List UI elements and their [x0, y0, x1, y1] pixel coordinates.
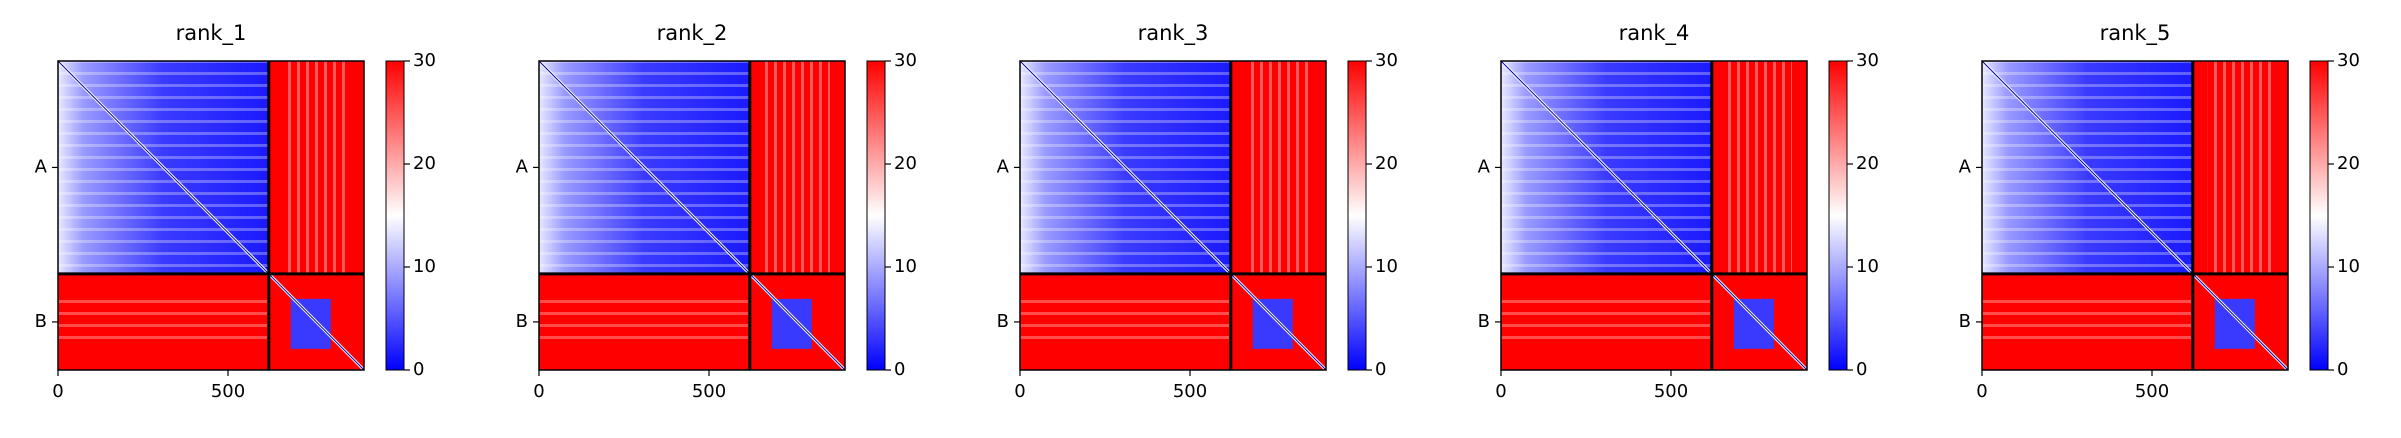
colorbar — [1347, 60, 1367, 371]
frame — [57, 60, 365, 371]
colorbar-tick-label: 20 — [1856, 153, 1879, 174]
y-tick-label: B — [516, 311, 528, 332]
y-tick-label: A — [997, 156, 1010, 177]
colorbar-tick-label: 10 — [1856, 256, 1879, 277]
heatmap-diagonal — [1019, 60, 1327, 371]
frame — [538, 60, 846, 371]
colorbar-tick-label: 20 — [1375, 153, 1398, 174]
y-tick-label: B — [997, 311, 1009, 332]
y-tick-label: A — [516, 156, 529, 177]
colorbar-tick-label: 30 — [1375, 50, 1398, 71]
colorbar-tick-label: 30 — [2337, 50, 2360, 71]
heatmap-diagonal — [1981, 60, 2289, 371]
heatmap-region — [283, 61, 349, 274]
y-tick-label: B — [35, 311, 47, 332]
y-tick-label: B — [1959, 311, 1971, 332]
panel-title: rank_4 — [1619, 21, 1690, 46]
colorbar-tick-label: 10 — [894, 256, 917, 277]
panel: rank_2 0 500 A B 0 10 20 30 — [516, 21, 917, 402]
heatmap-region — [290, 298, 331, 349]
colorbar — [385, 60, 405, 371]
heatmap-region — [1733, 298, 1774, 349]
x-tick-label: 0 — [1495, 381, 1506, 402]
colorbar-tick-label: 0 — [413, 359, 424, 380]
colorbar-tick-label: 10 — [2337, 256, 2360, 277]
heatmap-region — [2207, 61, 2273, 274]
x-tick-label: 500 — [2135, 381, 2169, 402]
heatmap-region — [1245, 61, 1311, 274]
x-tick-label: 500 — [211, 381, 245, 402]
colorbar-tick-label: 0 — [1856, 359, 1867, 380]
colorbar-tick-label: 10 — [1375, 256, 1398, 277]
colorbar — [2309, 60, 2329, 371]
heatmap-region — [771, 298, 812, 349]
panel-title: rank_2 — [657, 21, 728, 46]
x-tick-label: 500 — [1654, 381, 1688, 402]
y-tick-label: A — [35, 156, 48, 177]
colorbar-tick-label: 20 — [413, 153, 436, 174]
heatmap-region — [1982, 298, 2193, 344]
frame — [1981, 60, 2289, 371]
colorbar — [1828, 60, 1848, 371]
heatmap-diagonal — [57, 60, 365, 371]
panel: rank_5 0 500 A B 0 10 20 30 — [1959, 21, 2360, 402]
heatmap-region — [1501, 298, 1712, 344]
colorbar-tick-label: 30 — [413, 50, 436, 71]
heatmap-region — [58, 298, 269, 344]
panel-title: rank_5 — [2100, 21, 2171, 46]
x-tick-label: 0 — [52, 381, 63, 402]
heatmap-diagonal — [1500, 60, 1808, 371]
panel-title: rank_3 — [1138, 21, 1209, 46]
colorbar-tick-label: 20 — [894, 153, 917, 174]
x-tick-label: 0 — [533, 381, 544, 402]
x-tick-label: 500 — [1173, 381, 1207, 402]
heatmap-region — [2214, 298, 2255, 349]
heatmap-region — [1252, 298, 1293, 349]
colorbar — [866, 60, 886, 371]
heatmap-region — [764, 61, 830, 274]
panel-title: rank_1 — [176, 21, 247, 46]
colorbar-tick-label: 20 — [2337, 153, 2360, 174]
y-tick-label: B — [1478, 311, 1490, 332]
heatmap-region — [1020, 298, 1231, 344]
colorbar-tick-label: 0 — [2337, 359, 2348, 380]
panel: rank_3 0 500 A B 0 10 20 30 — [997, 21, 1398, 402]
colorbar-tick-label: 0 — [1375, 359, 1386, 380]
heatmap-diagonal — [538, 60, 846, 371]
y-tick-label: A — [1959, 156, 1972, 177]
x-tick-label: 500 — [692, 381, 726, 402]
y-tick-label: A — [1478, 156, 1491, 177]
x-tick-label: 0 — [1014, 381, 1025, 402]
x-tick-label: 0 — [1976, 381, 1987, 402]
heatmap-region — [539, 298, 750, 344]
colorbar-tick-label: 0 — [894, 359, 905, 380]
panel: rank_4 0 500 A B 0 10 20 30 — [1478, 21, 1879, 402]
frame — [1019, 60, 1327, 371]
frame — [1500, 60, 1808, 371]
colorbar-tick-label: 30 — [1856, 50, 1879, 71]
colorbar-tick-label: 30 — [894, 50, 917, 71]
colorbar-tick-label: 10 — [413, 256, 436, 277]
panel: rank_1 0 500 A B 0 10 20 30 — [35, 21, 436, 402]
heatmap-region — [1726, 61, 1792, 274]
